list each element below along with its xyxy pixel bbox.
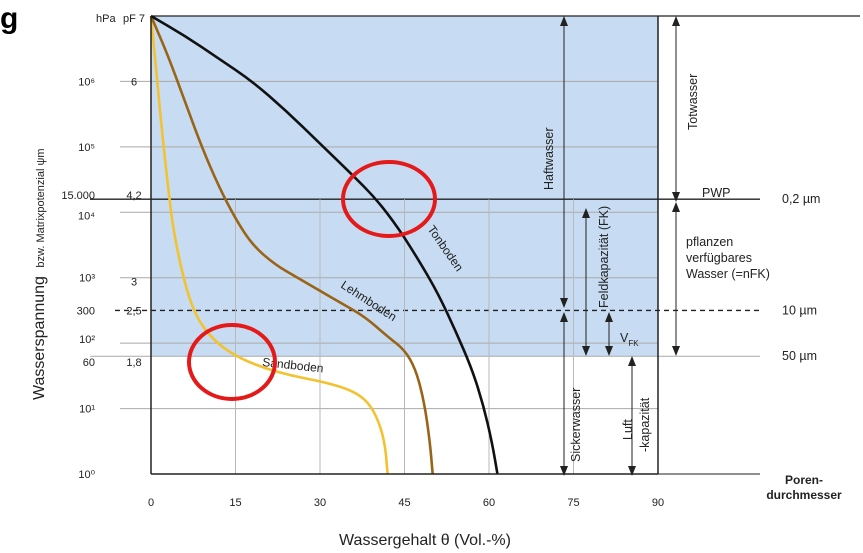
pf-unit-label: pF 7 (123, 13, 145, 25)
hpa-tick-8: 10¹ (79, 404, 95, 416)
y-axis-title-main: Wasserspannung (31, 276, 48, 400)
pore-label-0: 0,2 µm (782, 192, 820, 206)
hpa-tick-6: 10² (79, 334, 95, 346)
haftwasser-label: Haftwasser (542, 127, 556, 190)
feldkapazitaet-label: Feldkapazität (FK) (597, 206, 611, 308)
pore-diameter-labels: 0,2 µm 10 µm 50 µm (782, 192, 820, 363)
pore-title-2: durchmesser (766, 488, 842, 502)
x-axis-title: Wassergehalt θ (Vol.-%) (339, 532, 511, 549)
pore-label-2: 50 µm (782, 349, 817, 363)
hpa-tick-7: 60 (83, 357, 95, 369)
y-axis-title-sub: bzw. Matrixpotenzial ψm (35, 149, 47, 268)
highlight-ellipse-tonboden (341, 160, 437, 238)
hpa-tick-4: 10³ (79, 273, 95, 285)
x-tick-0: 0 (148, 497, 154, 509)
nfk-label-1: pflanzen (686, 235, 733, 249)
hpa-tick-labels: 10⁶ 10⁵ 15.000 10⁴ 10³ 300 10² 60 10¹ 10⁰ (61, 76, 95, 481)
totwasser-arrowhead-bottom (672, 192, 680, 202)
luft-arrowhead-top (628, 356, 636, 366)
x-tick-3: 45 (398, 497, 410, 509)
totwasser-label: Totwasser (686, 74, 700, 130)
pore-label-1: 10 µm (782, 303, 817, 317)
curve-lehmboden (149, 15, 434, 475)
x-tick-6: 90 (652, 497, 664, 509)
y-axis-title: Wasserspannung bzw. Matrixpotenzial ψm (31, 149, 48, 400)
pore-title-1: Poren- (785, 473, 823, 487)
partial-heading: g (0, 2, 18, 35)
pwp-label: PWP (702, 186, 730, 200)
pf-tick-3: 2,5 (126, 305, 141, 317)
luft-arrowhead-bottom (628, 466, 636, 476)
x-tick-2: 30 (314, 497, 326, 509)
svg-text:Wasserspannung bzw. Matr: Wasserspannung bzw. Matrixpotenzial ψm (31, 149, 48, 400)
luft-label-2: -kapazität (638, 397, 652, 452)
vfk-label: VFK (620, 331, 639, 348)
feldkapazitaet-arrowhead-top (582, 208, 590, 218)
hpa-tick-2: 15.000 (61, 190, 95, 202)
nfk-label-3: Wasser (=nFK) (686, 267, 770, 281)
nfk-label-2: verfügbares (686, 251, 752, 265)
x-tick-labels: 0 15 30 45 60 75 90 (148, 497, 664, 509)
pf-tick-1: 4,2 (126, 190, 141, 202)
curve-sandboden (149, 15, 389, 475)
curve-tonboden (150, 14, 499, 475)
sickerwasser-arrowhead-bottom (560, 466, 568, 476)
vfk-arrowhead-top (605, 312, 613, 322)
hpa-tick-5: 300 (77, 305, 95, 317)
hpa-tick-0: 10⁶ (78, 76, 95, 88)
feldkapazitaet-arrowhead-bottom (582, 346, 590, 356)
pf-tick-4: 1,8 (126, 357, 141, 369)
hpa-tick-9: 10⁰ (78, 469, 95, 481)
luft-label-1: Luft (621, 419, 635, 440)
pf-tick-0: 6 (131, 76, 137, 88)
nfk-arrowhead-top (672, 202, 680, 212)
hpa-unit-label: hPa (96, 13, 116, 25)
haftwasser-arrowhead-top (560, 16, 568, 26)
pf-tick-2: 3 (131, 277, 137, 289)
haftwasser-arrowhead-bottom (560, 298, 568, 308)
totwasser-arrowhead-top (672, 16, 680, 26)
curves (149, 14, 499, 475)
grid (90, 15, 860, 475)
x-tick-5: 75 (567, 497, 579, 509)
sickerwasser-arrowhead-top (560, 312, 568, 322)
curve-label-sandboden: Sandboden (262, 355, 325, 375)
hpa-tick-3: 10⁴ (78, 210, 95, 222)
sickerwasser-label: Sickerwasser (569, 388, 583, 462)
zone-annotations: Haftwasser Sickerwasser Feldkapazität (F… (542, 16, 770, 476)
x-tick-4: 60 (483, 497, 495, 509)
highlight-ellipse-sandboden (187, 323, 277, 401)
nfk-arrowhead-bottom (672, 346, 680, 356)
hpa-tick-1: 10⁵ (78, 142, 95, 154)
vfk-arrowhead-bottom (605, 346, 613, 356)
x-tick-1: 15 (229, 497, 241, 509)
pf-tick-labels: 6 4,2 3 2,5 1,8 (126, 76, 141, 369)
